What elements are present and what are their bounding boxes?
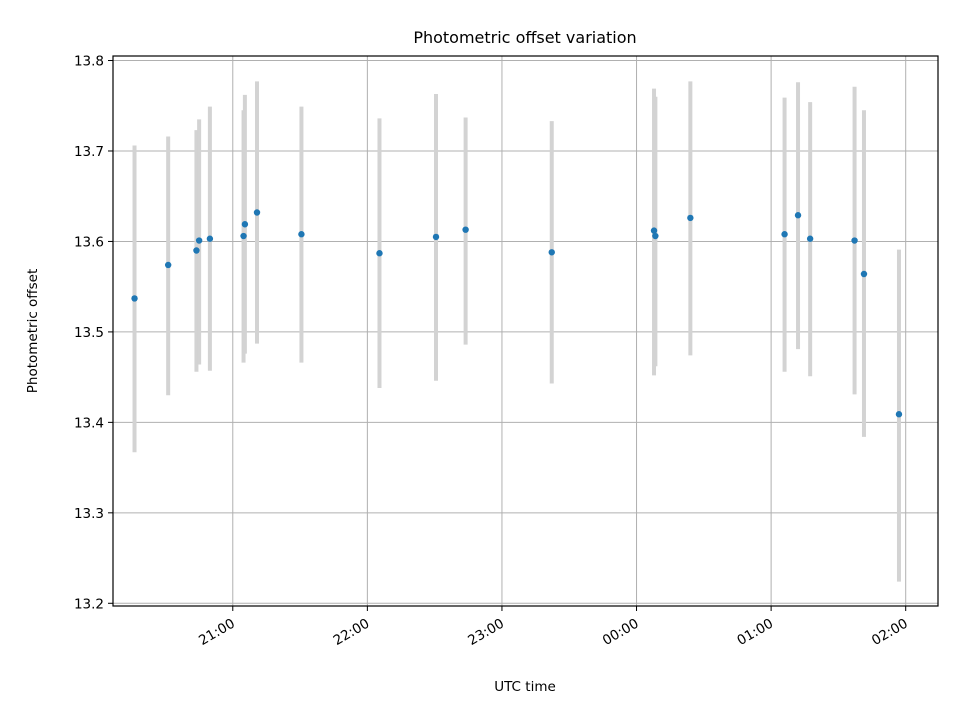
data-point — [794, 212, 802, 219]
data-point — [650, 227, 658, 234]
data-point — [253, 209, 261, 216]
y-tick-label: 13.2 — [74, 596, 104, 612]
data-point — [860, 270, 868, 278]
data-point — [432, 233, 440, 241]
data-point — [687, 214, 694, 222]
data-point — [376, 250, 383, 257]
y-tick-label: 13.4 — [74, 415, 104, 431]
gridlines — [113, 56, 938, 606]
data-point — [806, 235, 814, 242]
x-axis-label: UTC time — [494, 679, 556, 695]
data-point — [548, 249, 555, 256]
data-point — [462, 226, 469, 233]
y-tick-label: 13.6 — [74, 234, 104, 250]
chart-title: Photometric offset variation — [413, 28, 636, 47]
data-points — [131, 209, 903, 418]
data-point — [781, 231, 788, 238]
data-point — [652, 232, 659, 240]
y-axis-ticks: 13.2 13.3 13.4 13.5 13.6 13.7 13.8 — [74, 54, 113, 612]
data-point — [193, 247, 200, 254]
y-tick-label: 13.3 — [74, 506, 104, 522]
y-tick-label: 13.8 — [74, 54, 104, 70]
y-axis-label: Photometric offset — [25, 269, 41, 393]
y-tick-label: 13.5 — [74, 325, 104, 341]
plot-frame — [112, 55, 939, 607]
data-point — [206, 235, 214, 242]
data-point — [164, 261, 172, 269]
data-point — [298, 231, 305, 238]
data-point — [240, 232, 247, 240]
data-point — [241, 221, 249, 228]
data-point — [895, 411, 903, 418]
y-tick-label: 13.7 — [74, 144, 104, 160]
data-point — [851, 237, 858, 244]
data-point — [195, 237, 203, 244]
data-point — [131, 295, 138, 302]
